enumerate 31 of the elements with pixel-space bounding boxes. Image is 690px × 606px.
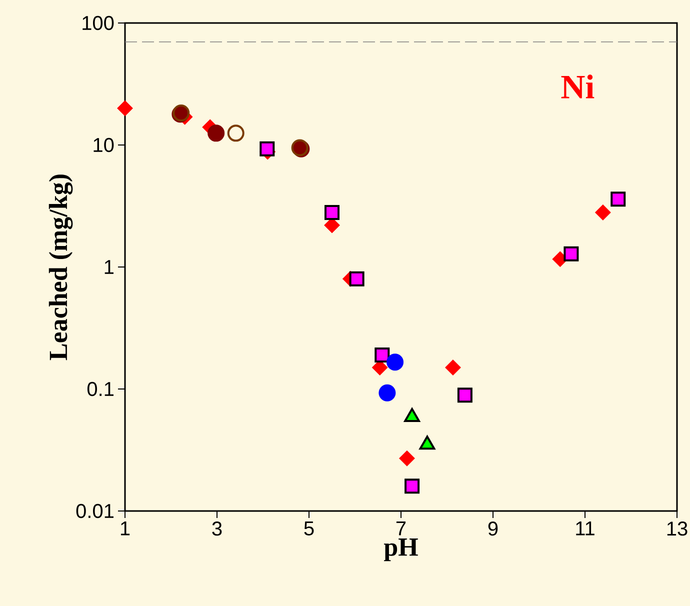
point (117, 100, 133, 116)
point (404, 478, 420, 494)
point (594, 204, 611, 220)
x-tick-label: 13 (667, 522, 688, 536)
y-axis-title: Leached (mg/kg) (48, 174, 73, 360)
point (324, 204, 340, 220)
point (399, 450, 415, 466)
point (208, 124, 225, 142)
y-tick-label: 10 (94, 138, 114, 152)
x-tick-label: 7 (396, 522, 406, 536)
point (349, 271, 364, 286)
point (386, 354, 404, 371)
x-tick-label: 3 (212, 522, 222, 536)
point (610, 192, 626, 207)
point (445, 360, 461, 376)
x-axis-title: pH (384, 538, 418, 562)
x-tick-label: 1 (120, 522, 130, 536)
y-tick-label: 0.01 (76, 504, 114, 518)
y-tick-label: 100 (82, 16, 114, 30)
point (564, 246, 579, 262)
point (378, 384, 396, 402)
point (457, 388, 472, 403)
annotation: Ni (561, 74, 594, 98)
point (227, 124, 244, 142)
y-tick-label: 0.1 (87, 382, 114, 396)
y-tick-label: 1 (104, 260, 114, 274)
point (260, 141, 275, 156)
x-tick-label: 9 (488, 522, 498, 536)
x-tick-label: 11 (576, 522, 594, 536)
x-tick-label: 5 (304, 522, 314, 536)
point (374, 348, 390, 362)
